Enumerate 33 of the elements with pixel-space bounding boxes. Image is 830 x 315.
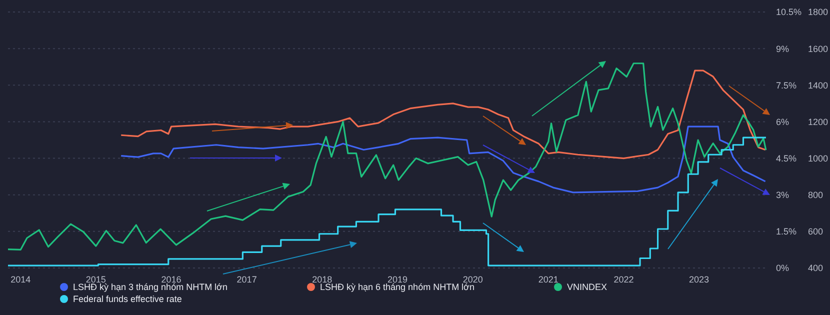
y-tick-label: 7.5% <box>776 80 797 90</box>
y-tick-label: 9% <box>776 44 790 54</box>
y-tick-label: 10.5% <box>776 7 802 18</box>
x-tick-label: 2015 <box>86 274 106 284</box>
line-series <box>120 70 766 160</box>
line-series <box>8 62 767 251</box>
y2-tick-label: 600 <box>808 226 824 237</box>
y-tick-label: 6% <box>776 116 790 127</box>
x-tick-label: 2014 <box>10 274 31 284</box>
x-tick-label: 2017 <box>236 274 257 284</box>
legend-label: VNINDEX <box>567 282 608 292</box>
y-tick-label: 4.5% <box>776 153 797 164</box>
y-tick-label: 1.5% <box>776 226 797 237</box>
y2-tick-label: 1200 <box>808 116 828 127</box>
y-tick-label: 0% <box>776 263 790 274</box>
x-tick-label: 2021 <box>538 274 558 284</box>
y-tick-label: 3% <box>776 190 790 200</box>
x-tick-label: 2019 <box>387 274 408 284</box>
y2-tick-label: 400 <box>808 263 824 274</box>
y2-tick-label: 1000 <box>808 153 828 164</box>
y2-tick-label: 1400 <box>808 80 828 90</box>
y2-tick-label: 1600 <box>808 44 828 54</box>
legend-label: LSHĐ kỳ hạn 3 tháng nhóm NHTM lớn <box>73 282 228 292</box>
legend-label: Federal funds effective rate <box>73 294 182 304</box>
x-tick-label: 2022 <box>614 274 634 284</box>
legend-label: LSHĐ kỳ hạn 6 tháng nhóm NHTM lớn <box>320 282 474 292</box>
x-tick-label: 2018 <box>312 274 332 284</box>
y2-tick-label: 1800 <box>808 7 828 18</box>
x-tick-label: 2016 <box>161 274 182 284</box>
x-tick-label: 2023 <box>689 274 710 284</box>
y2-tick-label: 800 <box>808 190 824 200</box>
x-tick-label: 2020 <box>462 274 483 284</box>
line-series <box>120 126 766 194</box>
